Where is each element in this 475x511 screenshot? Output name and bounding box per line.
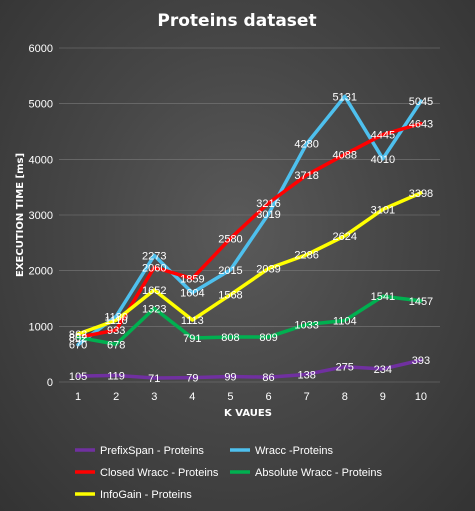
y-tick-label: 4000 xyxy=(29,154,53,166)
x-axis-ticks: 1 2 3 4 5 6 7 8 9 10 xyxy=(75,391,427,403)
y-tick-label: 3000 xyxy=(29,210,53,222)
data-label: 5131 xyxy=(333,91,357,103)
y-tick-label: 5000 xyxy=(29,99,53,111)
data-label: 808 xyxy=(221,332,239,344)
x-tick-label: 1 xyxy=(75,391,81,403)
series-lines xyxy=(76,94,423,380)
data-label: 2060 xyxy=(142,262,166,274)
x-tick-label: 4 xyxy=(189,391,195,403)
series-line xyxy=(76,358,423,380)
y-tick-label: 0 xyxy=(47,377,53,389)
data-label: 2273 xyxy=(142,250,166,262)
x-tick-label: 5 xyxy=(227,391,233,403)
legend-label: PrefixSpan - Proteins xyxy=(100,445,204,457)
data-label: 86 xyxy=(262,372,274,384)
series-line xyxy=(76,121,423,340)
data-label: 5045 xyxy=(409,96,433,108)
y-tick-label: 2000 xyxy=(29,266,53,278)
x-tick-label: 8 xyxy=(342,391,348,403)
data-label: 1033 xyxy=(294,319,318,331)
data-label: 3216 xyxy=(256,198,280,210)
data-label: 119 xyxy=(107,370,125,382)
gridlines xyxy=(59,47,440,383)
x-tick-label: 6 xyxy=(265,391,271,403)
data-label: 2039 xyxy=(256,263,280,275)
legend: PrefixSpan - Proteins Wracc -Proteins Clos… xyxy=(75,445,382,501)
y-tick-label: 1000 xyxy=(29,321,53,333)
x-axis-label: K VAUES xyxy=(224,408,272,419)
legend-item: InfoGain - Proteins xyxy=(75,489,192,501)
data-label: 105 xyxy=(69,371,87,383)
y-tick-label: 6000 xyxy=(29,43,53,55)
data-label: 1110 xyxy=(105,315,128,327)
data-label: 3718 xyxy=(294,170,318,182)
legend-label: Closed Wracc - Proteins xyxy=(100,467,219,479)
x-tick-label: 9 xyxy=(380,391,386,403)
data-label: 1457 xyxy=(409,296,433,308)
data-label: 1113 xyxy=(181,315,204,327)
data-label: 1859 xyxy=(180,274,204,286)
data-label: 1104 xyxy=(333,316,357,328)
x-tick-label: 7 xyxy=(304,391,310,403)
legend-label: InfoGain - Proteins xyxy=(100,489,192,501)
data-label: 933 xyxy=(107,325,125,337)
data-label: 79 xyxy=(186,373,198,385)
data-label: 802 xyxy=(69,332,87,344)
data-label: 809 xyxy=(259,332,277,344)
data-label: 670 xyxy=(69,340,87,352)
data-label: 1180 xyxy=(104,311,128,323)
data-label: 71 xyxy=(148,373,160,385)
data-label: 4010 xyxy=(371,154,395,166)
legend-item: Closed Wracc - Proteins xyxy=(75,467,219,479)
y-axis-ticks: 0 1000 2000 3000 4000 5000 6000 xyxy=(29,43,53,389)
data-label: 862 xyxy=(69,329,87,341)
y-axis-label: EXECUTION TIME [ms] xyxy=(15,153,26,277)
data-label: 1323 xyxy=(142,303,166,315)
data-label: 4280 xyxy=(294,139,318,151)
legend-item: Absolute Wracc - Proteins xyxy=(230,467,382,479)
data-label: 791 xyxy=(183,333,201,345)
data-label: 4445 xyxy=(371,130,395,142)
data-label: 1541 xyxy=(371,291,395,303)
data-label: 1568 xyxy=(218,290,242,302)
data-label: 4643 xyxy=(409,119,433,131)
data-label: 3101 xyxy=(371,204,395,216)
x-tick-label: 10 xyxy=(415,391,427,403)
data-label: 393 xyxy=(412,355,430,367)
data-labels: 105 119 71 79 99 86 138 275 234 393 670 1180 2273 160… xyxy=(69,91,433,385)
data-label: 234 xyxy=(374,364,392,376)
data-label: 2580 xyxy=(218,233,242,245)
x-tick-label: 2 xyxy=(113,391,119,403)
data-label: 138 xyxy=(297,369,315,381)
data-label: 1652 xyxy=(142,285,166,297)
series-line xyxy=(76,94,423,347)
legend-label: Absolute Wracc - Proteins xyxy=(255,467,382,479)
legend-item: PrefixSpan - Proteins xyxy=(75,445,204,457)
x-tick-label: 3 xyxy=(151,391,157,403)
series-line xyxy=(76,191,423,336)
data-label: 3019 xyxy=(256,209,280,221)
data-label: 4088 xyxy=(333,149,357,161)
data-label: 275 xyxy=(336,362,354,374)
data-label: 3398 xyxy=(409,188,433,200)
data-label: 2286 xyxy=(294,250,318,262)
legend-item: Wracc -Proteins xyxy=(230,445,334,457)
data-label: 678 xyxy=(107,339,125,351)
data-label: 2624 xyxy=(333,231,357,243)
data-label: 99 xyxy=(224,371,236,383)
series-line xyxy=(76,294,423,347)
data-label: 802 xyxy=(69,332,87,344)
chart-title: Proteins dataset xyxy=(157,11,316,31)
data-label: 1604 xyxy=(180,288,204,300)
legend-label: Wracc -Proteins xyxy=(255,445,334,457)
data-label: 2015 xyxy=(218,265,242,277)
